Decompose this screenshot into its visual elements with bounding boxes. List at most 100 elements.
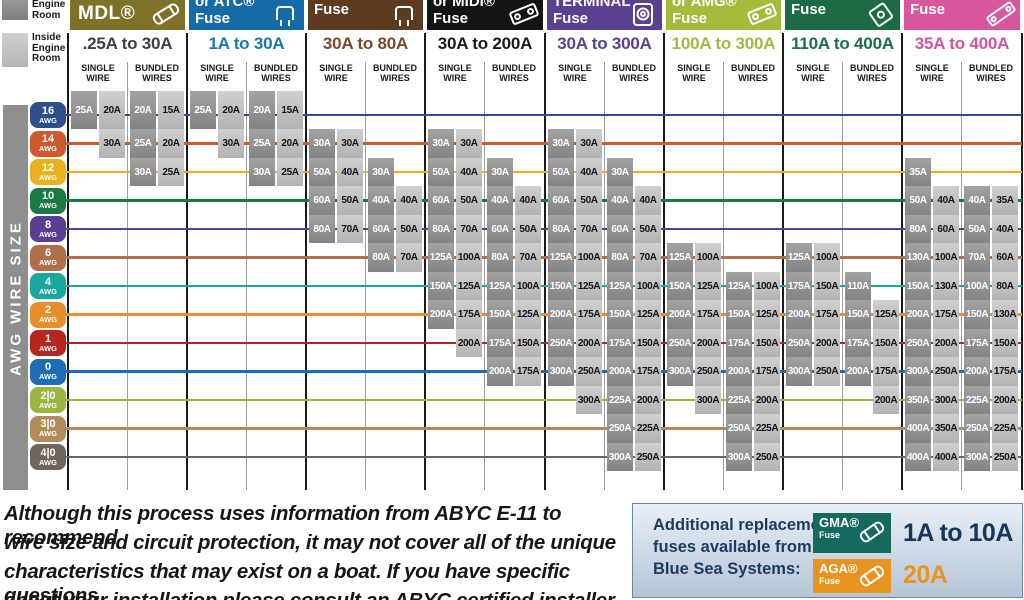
terminal-fuse-icon	[633, 3, 653, 26]
fuse-rating-cell-inside-engine-room: 25A	[277, 157, 303, 187]
column-header-title: Fuse	[314, 1, 350, 18]
fuse-rating-cell-inside-engine-room: 250A	[992, 442, 1018, 472]
fuse-rating-cell-inside-engine-room: 100A	[576, 243, 602, 272]
fuse-rating-cell-engine-room: 175A	[845, 328, 871, 358]
awg-pill-value: 2	[44, 304, 52, 316]
awg-pill-value: 10	[41, 190, 55, 202]
inside-engine-room-swatch	[2, 33, 28, 67]
fuse-rating-cell-engine-room: 200A	[607, 357, 633, 386]
fuse-rating-cell-engine-room: 25A	[190, 91, 216, 130]
fuse-rating-cell-inside-engine-room: 175A	[992, 357, 1018, 386]
fuse-rating-cell-engine-room: 125A	[786, 243, 812, 272]
fuse-rating-cell-engine-room: 40A	[607, 186, 633, 215]
column-range-amg: 100A to 300A	[671, 34, 776, 53]
awg-row-line-6	[64, 256, 1022, 259]
fuse-rating-cell-engine-room: 200A	[786, 300, 812, 329]
fuse-rating-cell-inside-engine-room: 100A	[933, 243, 959, 272]
fuse-rating-cell-engine-room: 130A	[905, 243, 931, 272]
subcol-label-bundled: BUNDLED WIRES	[254, 63, 298, 83]
fuse-rating-cell-inside-engine-room: 175A	[515, 357, 541, 386]
fuse-rating-cell-engine-room: 100A	[964, 271, 990, 301]
column-range-terminal: 30A to 300A	[557, 34, 652, 53]
maxi-fuse-icon	[395, 6, 413, 26]
fuse-rating-cell-inside-engine-room: 250A	[814, 357, 840, 386]
fuse-rating-cell-inside-engine-room: 175A	[873, 357, 899, 386]
awg-pill-unit: AWG	[39, 372, 57, 381]
fuse-rating-cell-engine-room: 250A	[786, 328, 812, 358]
fuse-rating-cell-engine-room: 80A	[309, 214, 335, 244]
fuse-rating-cell-engine-room: 50A	[905, 186, 931, 215]
awg-pill-1: 1 AWG	[30, 330, 66, 356]
fuse-rating-cell-engine-room: 200A	[726, 357, 752, 386]
fuse-rating-cell-inside-engine-room: 200A	[576, 328, 602, 358]
awg-pill-value: 1	[44, 332, 52, 345]
fuse-rating-cell-inside-engine-room: 300A	[576, 385, 602, 415]
fuse-rating-cell-engine-room: 225A	[964, 385, 990, 415]
gma-fuse-name: GMA®	[819, 515, 859, 530]
awg-pill-unit: AWG	[39, 144, 57, 153]
fuse-rating-cell-engine-room: 150A	[548, 271, 574, 301]
column-range-maxi: 30A to 80A	[322, 34, 409, 53]
column-divider	[544, 33, 546, 490]
fuse-rating-cell-engine-room: 80A	[548, 214, 574, 244]
fuse-rating-cell-inside-engine-room: 175A	[933, 300, 959, 329]
info-box-text: Blue Sea Systems:	[653, 560, 801, 578]
awg-pill-2: 2 AWG	[30, 301, 66, 328]
column-header-title: Fuse	[195, 10, 231, 27]
subcol-label-single: SINGLE WIRE	[200, 63, 234, 83]
fuse-rating-cell-inside-engine-room: 100A	[695, 243, 721, 272]
fuse-rating-cell-inside-engine-room: 125A	[873, 300, 899, 329]
fuse-rating-cell-inside-engine-room: 40A	[515, 186, 541, 215]
fuse-rating-cell-inside-engine-room: 100A	[515, 271, 541, 301]
subcol-label-bundled: BUNDLED WIRES	[492, 63, 536, 83]
info-box-text: fuses available from	[653, 538, 812, 556]
awg-pill-value: 4	[44, 275, 52, 288]
awg-axis-label: AWG WIRE SIZE	[7, 219, 24, 376]
subcol-label-single: SINGLE WIRE	[915, 63, 949, 83]
fuse-rating-cell-inside-engine-room: 20A	[158, 129, 184, 158]
subcolumn-divider	[127, 62, 128, 490]
fuse-rating-cell-engine-room: 200A	[964, 357, 990, 386]
fuse-rating-cell-inside-engine-room: 250A	[576, 357, 602, 386]
awg-row-line-2|0	[64, 398, 1022, 402]
mdl-fuse-icon	[152, 3, 180, 25]
fuse-rating-cell-engine-room: 150A	[667, 271, 693, 301]
fuse-rating-cell-inside-engine-room: 250A	[635, 442, 661, 472]
fuse-rating-cell-engine-room: 25A	[130, 129, 156, 158]
subcol-label-bundled: BUNDLED WIRES	[135, 63, 179, 83]
column-header-title: Fuse	[553, 10, 589, 27]
engine-room-label: Engine Room	[32, 0, 66, 21]
fuse-rating-cell-inside-engine-room: 40A	[992, 214, 1018, 244]
aga-fuse-badge: AGA® Fuse	[813, 559, 891, 593]
fuse-rating-cell-inside-engine-room: 250A	[933, 357, 959, 386]
fuse-rating-cell-inside-engine-room: 175A	[576, 300, 602, 329]
fuse-rating-cell-inside-engine-room: 40A	[576, 157, 602, 187]
fuse-rating-cell-inside-engine-room: 30A	[218, 129, 244, 158]
fuse-rating-cell-engine-room: 30A	[607, 157, 633, 187]
fuse-rating-cell-engine-room: 250A	[726, 414, 752, 443]
anl-fuse-icon	[868, 2, 893, 27]
fuse-rating-cell-inside-engine-room: 30A	[576, 129, 602, 158]
gma-fuse-badge: GMA® Fuse	[813, 513, 891, 553]
fuse-rating-cell-inside-engine-room: 300A	[933, 385, 959, 415]
fuse-rating-cell-inside-engine-room: 100A	[456, 243, 482, 272]
awg-pill-value: 8	[44, 218, 52, 231]
fuse-rating-cell-engine-room: 250A	[548, 328, 574, 358]
fuse-rating-cell-inside-engine-room: 20A	[218, 91, 244, 130]
column-range-atc: 1A to 30A	[208, 34, 285, 53]
fuse-rating-cell-inside-engine-room: 200A	[754, 385, 780, 415]
fuse-rating-cell-inside-engine-room: 175A	[814, 300, 840, 329]
fuse-rating-cell-engine-room: 175A	[964, 328, 990, 358]
column-range-midi: 30A to 200A	[437, 34, 533, 53]
column-header-amg: or AMG® Fuse	[666, 0, 781, 30]
fuse-rating-cell-engine-room: 80A	[428, 214, 454, 244]
awg-pill-0: 0 AWG	[30, 358, 66, 385]
fuse-rating-cell-engine-room: 25A	[71, 91, 97, 130]
awg-pill-4: 4 AWG	[30, 273, 66, 299]
additional-fuses-box: Additional replacement fuses available f…	[632, 503, 1023, 598]
fuse-rating-cell-inside-engine-room: 50A	[576, 186, 602, 215]
fuse-rating-cell-engine-room: 70A	[964, 243, 990, 272]
awg-pill-2|0: 2|0 AWG	[30, 387, 66, 413]
gma-range: 1A to 10A	[903, 519, 1013, 547]
fuse-rating-cell-inside-engine-room: 15A	[277, 91, 303, 130]
